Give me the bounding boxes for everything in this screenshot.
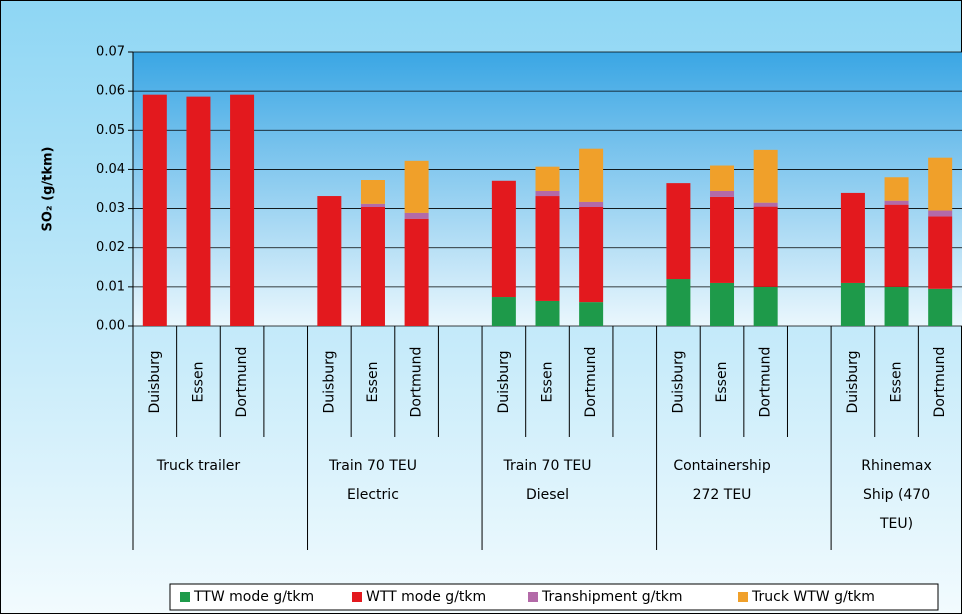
bar-segment — [404, 212, 429, 219]
bar-segment — [710, 196, 735, 283]
bar-segment — [840, 282, 865, 326]
bar-segment — [710, 190, 735, 197]
x-tick-label: Duisburg — [147, 351, 163, 414]
bar-segment — [884, 177, 909, 201]
bar-segment — [884, 286, 909, 326]
bar-segment — [230, 94, 255, 326]
group-label: TEU) — [879, 516, 913, 532]
bar-segment — [753, 286, 778, 326]
x-tick-label: Dortmund — [583, 347, 599, 418]
y-axis-label: SO₂ (g/tkm) — [41, 147, 56, 232]
group-label: 272 TEU — [693, 487, 752, 503]
bar-segment — [491, 180, 516, 298]
bar-segment — [579, 207, 604, 303]
bar-segment — [404, 218, 429, 326]
group-label: Diesel — [526, 487, 569, 503]
bar-segment — [535, 166, 560, 191]
legend-box — [169, 583, 939, 611]
y-tick-label: 0.04 — [96, 162, 125, 177]
group-label: Ship (470 — [863, 487, 930, 503]
bar-segment — [753, 206, 778, 287]
bar-segment — [753, 202, 778, 207]
bar-segment — [710, 165, 735, 191]
x-tick-label: Duisburg — [496, 351, 512, 414]
legend-label: TTW mode g/tkm — [193, 589, 314, 605]
bar-segment — [491, 297, 516, 326]
y-tick-label: 0.02 — [96, 240, 125, 255]
x-tick-label: Dortmund — [932, 347, 948, 418]
x-tick-label: Dortmund — [758, 347, 774, 418]
group-label: Rhinemax — [861, 458, 931, 474]
group-label: Train 70 TEU — [503, 458, 592, 474]
legend-label: Transhipment g/tkm — [541, 589, 683, 605]
y-tick-label: 0.06 — [96, 84, 125, 99]
bar-segment — [535, 300, 560, 326]
legend-label: WTT mode g/tkm — [366, 589, 486, 605]
bar-segment — [884, 200, 909, 205]
y-tick-label: 0.03 — [96, 201, 125, 216]
bar-segment — [142, 94, 167, 326]
bar-segment — [928, 210, 953, 217]
bar-segment — [579, 148, 604, 202]
y-tick-label: 0.07 — [96, 45, 125, 60]
group-label: Electric — [347, 487, 399, 503]
bar-segment — [884, 204, 909, 287]
x-tick-label: Dortmund — [234, 347, 250, 418]
bar-segment — [186, 96, 211, 326]
bar-segment — [579, 302, 604, 326]
group-label: Train 70 TEU — [328, 458, 417, 474]
bar-segment — [360, 179, 385, 204]
x-tick-label: Essen — [190, 362, 206, 403]
legend-swatch — [738, 592, 748, 602]
bar-segment — [360, 207, 385, 326]
bar-segment — [579, 201, 604, 208]
bar-segment — [360, 203, 385, 208]
group-label: Containership — [673, 458, 770, 474]
legend-swatch — [528, 592, 538, 602]
bar-segment — [535, 190, 560, 197]
x-tick-label: Duisburg — [670, 351, 686, 414]
group-label: Truck trailer — [156, 458, 241, 474]
y-tick-label: 0.01 — [96, 279, 125, 294]
x-tick-label: Duisburg — [321, 351, 337, 414]
x-tick-label: Essen — [540, 362, 556, 403]
legend-swatch — [180, 592, 190, 602]
bar-segment — [928, 216, 953, 289]
x-tick-label: Essen — [365, 362, 381, 403]
x-tick-label: Duisburg — [845, 351, 861, 414]
legend-label: Truck WTW g/tkm — [751, 589, 875, 605]
bar-segment — [753, 149, 778, 203]
bar-segment — [666, 183, 691, 280]
x-tick-label: Essen — [714, 362, 730, 403]
bar-segment — [710, 282, 735, 326]
bar-segment — [535, 196, 560, 301]
bar-segment — [928, 157, 953, 211]
bar-segment — [404, 160, 429, 213]
bar-segment — [840, 192, 865, 283]
bar-segment — [317, 196, 342, 326]
x-tick-label: Essen — [889, 362, 905, 403]
y-tick-label: 0.00 — [96, 319, 125, 334]
bar-segment — [928, 288, 953, 326]
x-tick-label: Dortmund — [409, 347, 425, 418]
legend-swatch — [352, 592, 362, 602]
y-tick-label: 0.05 — [96, 123, 125, 138]
bar-segment — [666, 279, 691, 326]
